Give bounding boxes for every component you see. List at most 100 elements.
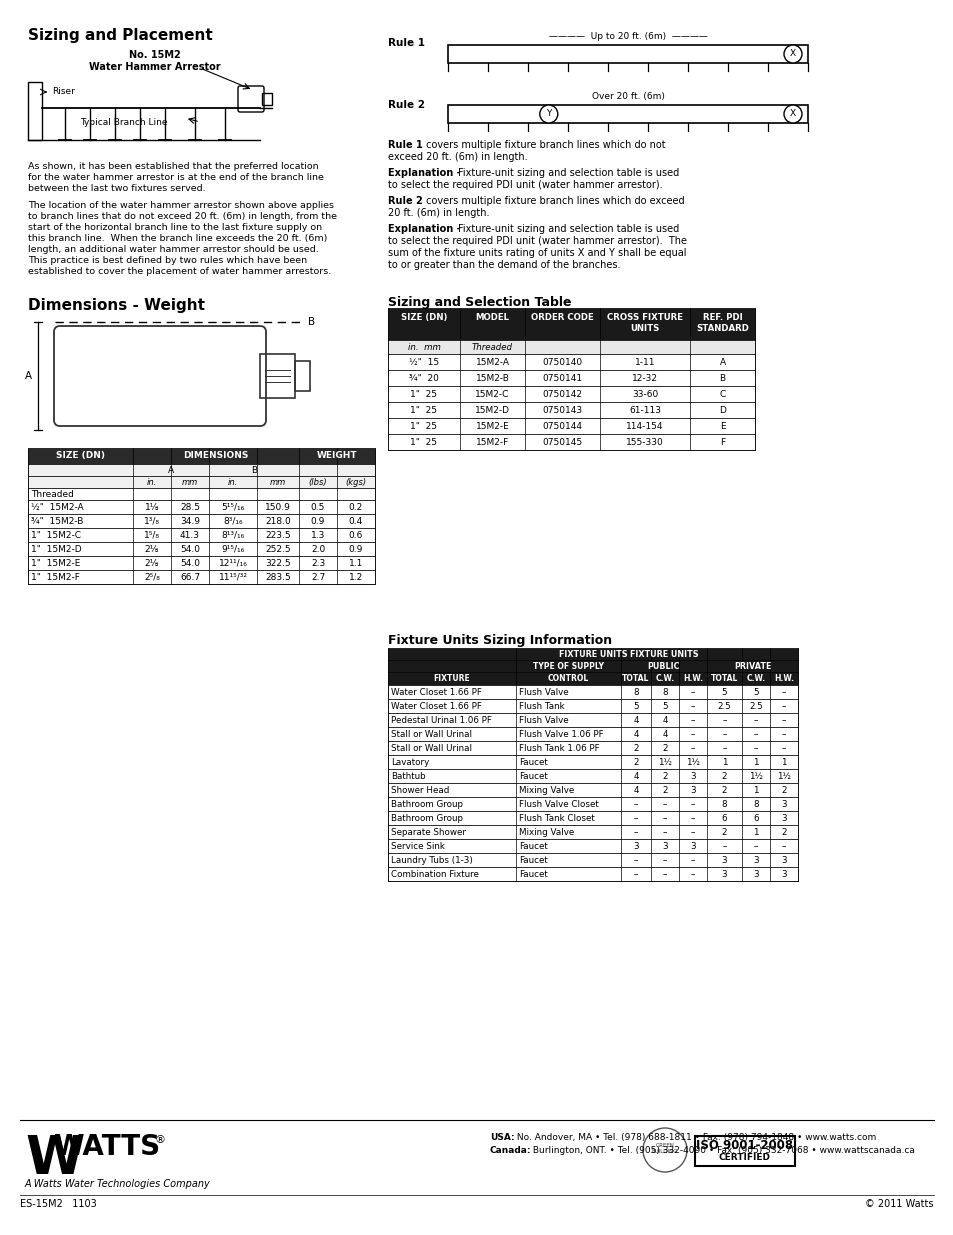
Text: 3: 3 xyxy=(689,772,695,781)
Text: 2.3: 2.3 xyxy=(311,559,325,568)
Text: 1: 1 xyxy=(753,785,758,795)
Text: 5: 5 xyxy=(753,688,758,697)
Text: 0750140: 0750140 xyxy=(542,358,582,367)
Text: –: – xyxy=(662,827,666,837)
Text: Lavatory: Lavatory xyxy=(391,758,429,767)
Text: 2: 2 xyxy=(661,772,667,781)
Text: –: – xyxy=(690,716,695,725)
Text: covers multiple fixture branch lines which do exceed: covers multiple fixture branch lines whi… xyxy=(422,196,684,206)
Text: A: A xyxy=(719,358,725,367)
Text: –: – xyxy=(781,716,785,725)
Text: 1"  25: 1" 25 xyxy=(410,422,437,431)
Text: 3: 3 xyxy=(781,814,786,823)
Bar xyxy=(388,340,754,354)
Bar xyxy=(28,529,375,542)
Bar xyxy=(294,361,310,391)
Text: PRIVATE: PRIVATE xyxy=(733,662,770,671)
Text: CONTROL: CONTROL xyxy=(547,674,589,683)
Text: Separate Shower: Separate Shower xyxy=(391,827,465,837)
Text: 28.5: 28.5 xyxy=(180,503,200,513)
Text: Faucet: Faucet xyxy=(518,772,547,781)
Text: 0750145: 0750145 xyxy=(542,438,582,447)
Text: A Watts Water Technologies Company: A Watts Water Technologies Company xyxy=(25,1179,211,1189)
Text: 8: 8 xyxy=(633,688,639,697)
Text: 322.5: 322.5 xyxy=(265,559,291,568)
Text: 2: 2 xyxy=(721,827,726,837)
Text: 3: 3 xyxy=(661,842,667,851)
Text: C: C xyxy=(719,390,725,399)
Text: 5: 5 xyxy=(633,701,639,711)
Bar xyxy=(388,672,797,685)
Bar xyxy=(388,370,754,387)
Text: Bathroom Group: Bathroom Group xyxy=(391,800,462,809)
Bar xyxy=(388,825,797,839)
Text: As shown, it has been established that the preferred location: As shown, it has been established that t… xyxy=(28,162,318,170)
Bar xyxy=(260,354,294,398)
Text: 1½: 1½ xyxy=(776,772,790,781)
Text: 4: 4 xyxy=(633,785,639,795)
Text: 34.9: 34.9 xyxy=(180,517,200,526)
Bar xyxy=(388,354,754,370)
Text: Dimensions - Weight: Dimensions - Weight xyxy=(28,298,205,312)
Text: mm: mm xyxy=(182,478,198,487)
Text: 283.5: 283.5 xyxy=(265,573,291,582)
Bar xyxy=(388,783,797,797)
Text: Flush Valve: Flush Valve xyxy=(518,688,568,697)
Text: Faucet: Faucet xyxy=(518,758,547,767)
Bar xyxy=(388,308,754,340)
Text: 4: 4 xyxy=(633,730,639,739)
Text: 1.2: 1.2 xyxy=(349,573,363,582)
Text: Water Closet 1.66 PF: Water Closet 1.66 PF xyxy=(391,688,481,697)
Text: ¾"  20: ¾" 20 xyxy=(409,374,438,383)
Text: Flush Valve Closet: Flush Valve Closet xyxy=(518,800,598,809)
Text: 1³/₈: 1³/₈ xyxy=(144,517,160,526)
Text: start of the horizontal branch line to the last fixture supply on: start of the horizontal branch line to t… xyxy=(28,224,322,232)
Text: 6: 6 xyxy=(721,814,726,823)
Bar xyxy=(388,659,797,672)
Bar xyxy=(695,1136,794,1166)
Text: 155-330: 155-330 xyxy=(625,438,663,447)
Text: 1: 1 xyxy=(753,758,758,767)
Text: Flush Valve 1.06 PF: Flush Valve 1.06 PF xyxy=(518,730,603,739)
Text: C.W.: C.W. xyxy=(745,674,764,683)
Text: –: – xyxy=(690,869,695,879)
Text: Mixing Valve: Mixing Valve xyxy=(518,827,574,837)
Text: The location of the water hammer arrestor shown above applies: The location of the water hammer arresto… xyxy=(28,201,334,210)
Text: this branch line.  When the branch line exceeds the 20 ft. (6m): this branch line. When the branch line e… xyxy=(28,233,327,243)
Text: 5: 5 xyxy=(720,688,726,697)
Text: 12¹¹/₁₆: 12¹¹/₁₆ xyxy=(218,559,247,568)
Text: Mixing Valve: Mixing Valve xyxy=(518,785,574,795)
Text: for the water hammer arrestor is at the end of the branch line: for the water hammer arrestor is at the … xyxy=(28,173,323,182)
Text: MODEL: MODEL xyxy=(475,312,509,322)
Text: FIXTURE: FIXTURE xyxy=(434,674,470,683)
Text: 3: 3 xyxy=(689,842,695,851)
Text: H.W.: H.W. xyxy=(682,674,702,683)
Text: 3: 3 xyxy=(753,856,758,864)
Text: 2: 2 xyxy=(661,743,667,753)
Text: B: B xyxy=(251,466,256,475)
Text: Stall or Wall Urinal: Stall or Wall Urinal xyxy=(391,730,472,739)
Text: Water Hammer Arrestor: Water Hammer Arrestor xyxy=(89,62,220,72)
Text: 11¹⁵/³²: 11¹⁵/³² xyxy=(218,573,247,582)
Text: E: E xyxy=(719,422,724,431)
Text: (lbs): (lbs) xyxy=(309,478,327,487)
Text: 1"  15M2-F: 1" 15M2-F xyxy=(30,573,80,582)
Text: 252.5: 252.5 xyxy=(265,545,291,555)
Text: ES-15M2   1103: ES-15M2 1103 xyxy=(20,1199,96,1209)
Bar xyxy=(388,867,797,881)
Text: 2.0: 2.0 xyxy=(311,545,325,555)
Text: ORDER CODE: ORDER CODE xyxy=(531,312,594,322)
Text: 4: 4 xyxy=(661,716,667,725)
Text: –: – xyxy=(633,814,638,823)
Text: 8¹³/₁₆: 8¹³/₁₆ xyxy=(221,531,244,540)
Text: –: – xyxy=(633,827,638,837)
Text: PUBLIC: PUBLIC xyxy=(647,662,679,671)
Text: ¾"  15M2-B: ¾" 15M2-B xyxy=(30,517,83,526)
Text: CROSS FIXTURE: CROSS FIXTURE xyxy=(606,312,682,322)
Text: 1"  25: 1" 25 xyxy=(410,406,437,415)
Bar xyxy=(388,699,797,713)
Text: 1: 1 xyxy=(721,758,726,767)
Text: 5¹⁵/₁₆: 5¹⁵/₁₆ xyxy=(221,503,244,513)
Text: –: – xyxy=(781,842,785,851)
Text: 33-60: 33-60 xyxy=(631,390,658,399)
